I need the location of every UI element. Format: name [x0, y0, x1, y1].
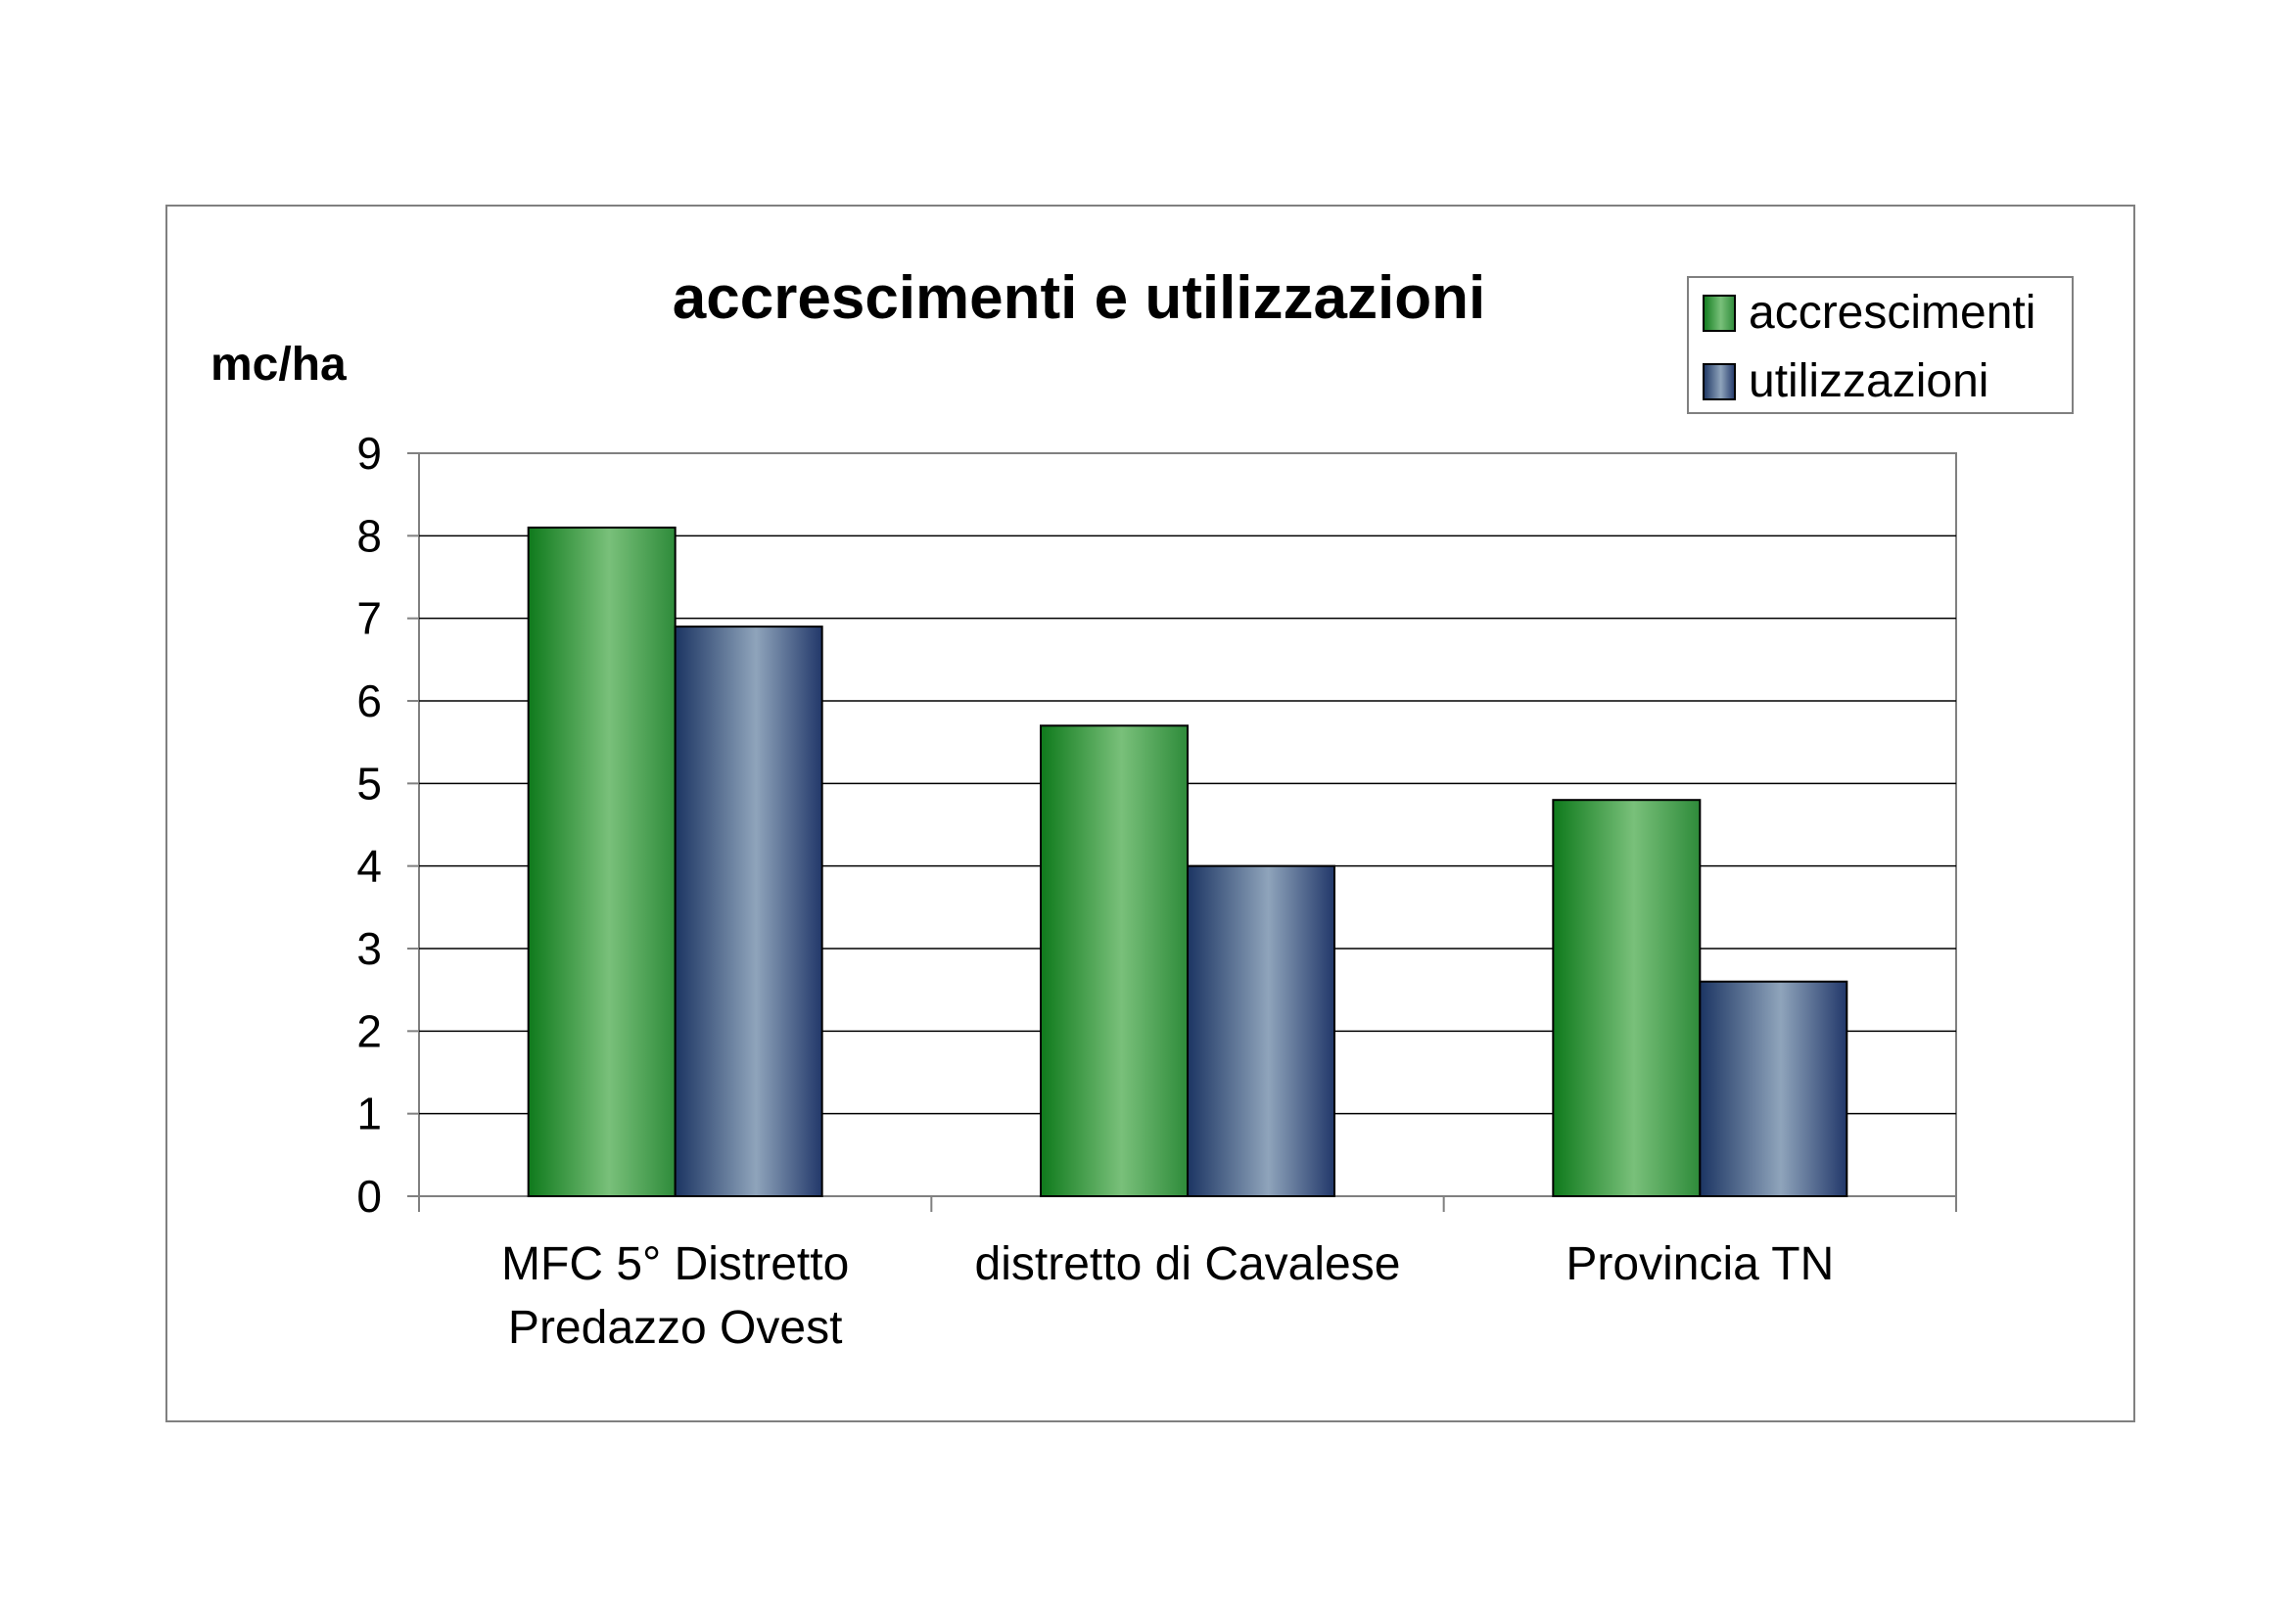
x-tick-label: distretto di Cavalese — [975, 1238, 1401, 1290]
y-tick-label: 7 — [356, 593, 382, 644]
legend-box — [1687, 276, 2074, 414]
y-tick-label: 0 — [356, 1171, 382, 1222]
bar-accrescimenti-1 — [1040, 724, 1189, 1197]
y-tick-label: 3 — [356, 923, 382, 974]
y-tick-label: 9 — [356, 428, 382, 479]
y-axis-label: mc/ha — [210, 339, 347, 391]
y-tick-label: 2 — [356, 1005, 382, 1056]
chart-title: accrescimenti e utilizzazioni — [673, 264, 1485, 332]
y-tick-label: 6 — [356, 675, 382, 726]
y-tick-label: 4 — [356, 841, 382, 892]
plot-area: 0 1 2 3 4 5 6 7 8 9 MFC 5° Distretto Predazzo Ovest… — [356, 428, 1957, 1354]
bar-accrescimenti-0 — [527, 526, 677, 1197]
legend: accrescimenti utilizzazioni — [1687, 276, 2074, 414]
bar-accrescimenti-2 — [1552, 799, 1702, 1197]
x-tick-label: MFC 5° Distretto — [501, 1238, 849, 1290]
legend-label: utilizzazioni — [1749, 355, 1988, 407]
bar-utilizzazioni-0 — [674, 626, 823, 1197]
legend-label: accrescimenti — [1749, 287, 2035, 339]
legend-swatch-accrescimenti — [1703, 295, 1736, 332]
y-tick-label: 5 — [356, 758, 382, 809]
x-tick-label: Provincia TN — [1566, 1238, 1834, 1290]
bar-utilizzazioni-1 — [1187, 864, 1335, 1198]
bar-utilizzazioni-2 — [1699, 980, 1848, 1197]
y-tick-label: 8 — [356, 510, 382, 561]
y-tick-label: 1 — [356, 1089, 382, 1139]
legend-swatch-utilizzazioni — [1703, 363, 1736, 400]
x-tick-label: Predazzo Ovest — [508, 1302, 842, 1354]
